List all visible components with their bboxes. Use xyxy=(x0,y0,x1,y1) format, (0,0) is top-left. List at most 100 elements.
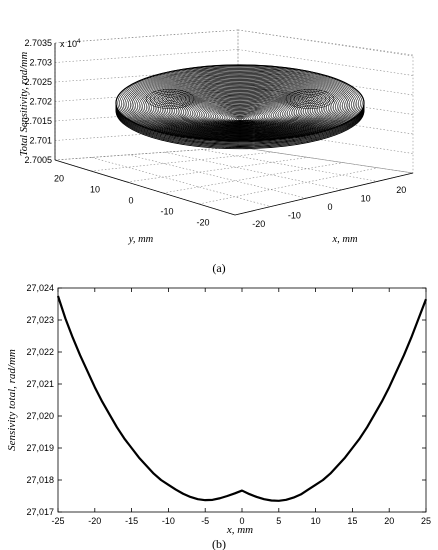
y-tick-label: -20 xyxy=(196,218,209,228)
surface-lobe-contour xyxy=(149,90,191,108)
surface-contour xyxy=(184,95,296,130)
surface-lobe-contour xyxy=(157,93,183,105)
surface-contour xyxy=(119,66,361,141)
surface-contour xyxy=(181,93,299,131)
surface-lobe-contour xyxy=(165,97,175,101)
surface-contours xyxy=(115,64,365,150)
x-tick-label: 10 xyxy=(311,516,321,526)
x-axis-label: x, mm xyxy=(331,234,357,245)
x-tick-label: -25 xyxy=(51,516,64,526)
surface-contour xyxy=(135,73,345,138)
x-tick-label: 20 xyxy=(396,185,406,195)
surface-contour xyxy=(144,77,336,137)
surface-lobe-contour xyxy=(145,89,195,109)
surface-contour xyxy=(207,105,273,126)
x-tick-label: -20 xyxy=(252,219,265,229)
surface-contour xyxy=(168,88,312,133)
surface-contour xyxy=(149,79,331,136)
x-tick-label: -20 xyxy=(88,516,101,526)
surface-contour xyxy=(121,67,359,141)
panel-b-line-chart: 27,017 27,018 27,019 27,020 27,021 27,022 27,0… xyxy=(6,283,431,550)
surface-contour xyxy=(214,108,266,125)
surface-contour xyxy=(174,90,306,132)
surface-contour xyxy=(191,98,289,129)
x-tick-label: -5 xyxy=(201,516,209,526)
surface-contour xyxy=(195,100,285,128)
surface-contour xyxy=(161,85,319,134)
y-axis-label-b: Sensivity total, rad/mm xyxy=(6,349,18,451)
surface-lobe-contour xyxy=(161,95,179,103)
x-tick-label: -10 xyxy=(162,516,175,526)
surface-contour xyxy=(156,82,324,135)
y-tick-label: 27,021 xyxy=(26,379,54,389)
surface-contour xyxy=(142,76,338,137)
caption-a: (a) xyxy=(212,261,225,275)
y-tick-label: 27,019 xyxy=(26,443,54,453)
surface-contour xyxy=(190,97,290,129)
x-tick-label: 15 xyxy=(347,516,357,526)
surface-contour xyxy=(133,72,347,139)
surface-contour xyxy=(126,69,354,140)
surface-lobe-contour xyxy=(153,92,187,106)
surface-centre xyxy=(239,120,255,126)
surface-lobe-contour xyxy=(297,93,323,105)
surface-contour xyxy=(136,74,344,138)
plot-frame xyxy=(57,287,427,513)
surface-contour xyxy=(188,96,292,129)
surface-contour xyxy=(183,94,297,130)
z-tick-label: 2.701 xyxy=(29,136,52,146)
surface-contour xyxy=(147,78,333,136)
x-tick-label: -15 xyxy=(125,516,138,526)
x-axis-label-b: x, mm xyxy=(226,524,253,536)
y-tick-label: 27,020 xyxy=(26,411,54,421)
panel-a-3d-chart: x 104 2.7005 2.701 2.7015 2.702 2.7025 2.703 2… xyxy=(19,29,414,275)
surface-contour xyxy=(236,118,244,121)
surface-contour xyxy=(209,106,271,126)
series-line xyxy=(56,295,428,502)
surface-contour xyxy=(197,100,283,128)
y-axis-label: y, mm xyxy=(128,234,154,245)
surface-contour xyxy=(152,81,328,135)
surface-contour xyxy=(170,89,310,132)
y-tick-label: 27,024 xyxy=(26,283,54,293)
x-tick-label: 10 xyxy=(361,194,371,204)
z-tick-label: 2.702 xyxy=(29,97,52,107)
y-tick-label: 27,017 xyxy=(26,507,54,517)
surface-contour xyxy=(206,104,274,126)
surface-contour xyxy=(172,89,308,132)
surface-contour xyxy=(128,70,352,140)
y-tick-label: 27,023 xyxy=(26,315,54,325)
surface-contour xyxy=(117,65,363,141)
y-tick-label: -10 xyxy=(160,207,173,217)
surface-contour xyxy=(140,75,340,138)
z-axis-label: Total Sensitivity, rad/mm xyxy=(19,51,30,156)
z-tick-label: 2.7035 xyxy=(24,38,52,48)
surface-contour xyxy=(213,107,267,125)
surface-contour xyxy=(232,116,248,122)
surface-lobe-contour xyxy=(293,92,327,106)
surface-contour xyxy=(193,99,287,129)
surface-contour xyxy=(198,101,282,128)
surface-contour xyxy=(177,92,303,131)
surface-contour xyxy=(175,91,305,132)
surface-contour xyxy=(122,67,358,141)
x-tick-label: 20 xyxy=(384,516,394,526)
y-tick-label: 27,018 xyxy=(26,475,54,485)
surface-contour xyxy=(237,118,243,121)
surface-contour xyxy=(229,115,251,123)
surface-contour xyxy=(186,96,294,130)
surface-contour xyxy=(158,83,322,135)
surface-lobe-contour xyxy=(285,89,335,109)
surface-lobe-contour xyxy=(301,95,319,103)
surface-contour xyxy=(234,117,246,122)
y-tick-label: 20 xyxy=(54,174,64,184)
surface-contour xyxy=(160,84,320,134)
x-tick-label: 0 xyxy=(327,202,332,212)
x-tick-label: 25 xyxy=(421,516,431,526)
z-tick-label: 2.703 xyxy=(29,58,52,68)
surface-centre-dot xyxy=(245,122,249,124)
z-tick-label: 2.7025 xyxy=(24,77,52,87)
surface-contour xyxy=(151,80,329,136)
surface-contour xyxy=(200,102,280,127)
